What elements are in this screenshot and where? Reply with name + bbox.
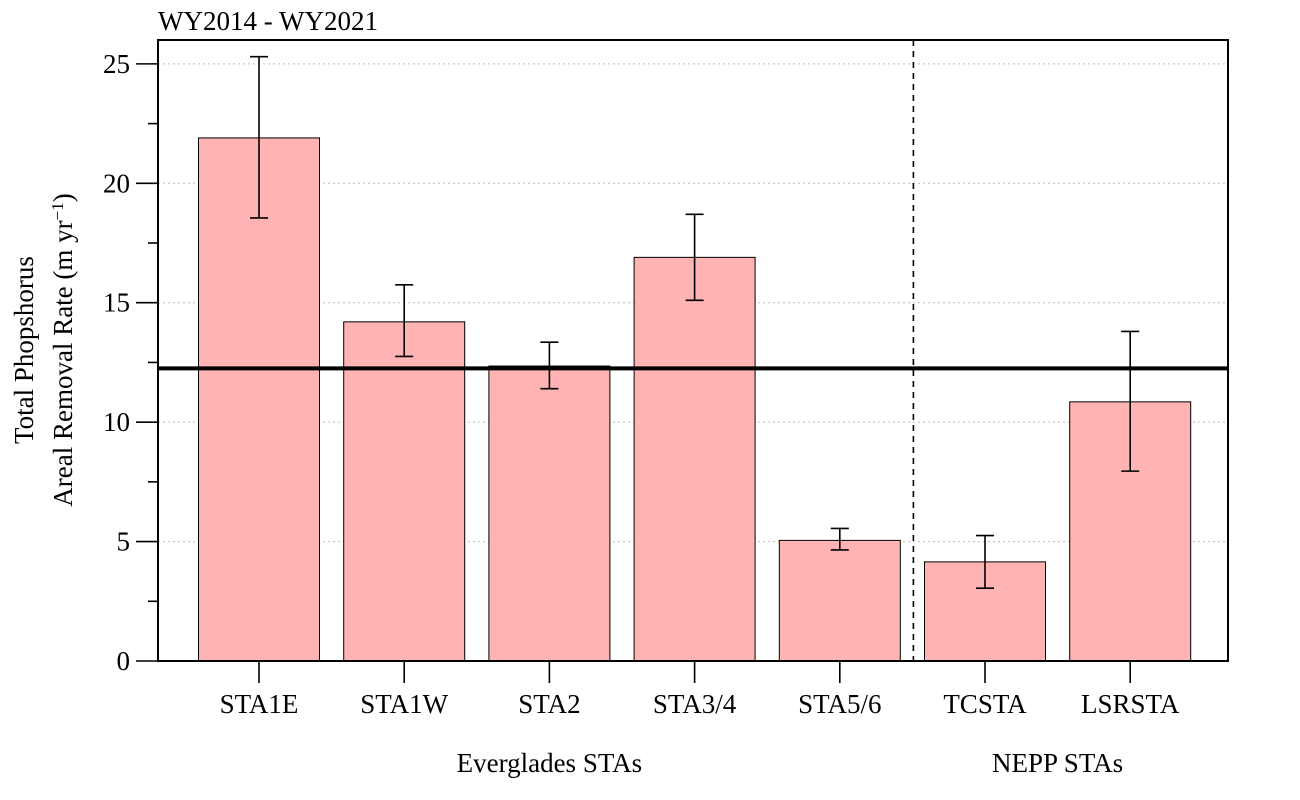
y-tick-label: 25: [103, 49, 130, 79]
error-bar-tcsta: [976, 534, 994, 589]
y-tick-label: 5: [117, 527, 131, 557]
error-bar-sta3-4: [685, 213, 704, 302]
error-bar-sta1e: [250, 55, 268, 219]
y-axis-label-line1: Total Phopshorus: [9, 256, 39, 444]
y-tick-label: 20: [103, 168, 130, 198]
y-axis-label-close: ): [48, 193, 78, 202]
y-tick-label: 10: [103, 407, 130, 437]
x-axis: STA1E STA1W STA2 STA3/4 STA5/6 TCSTA LSRSTA: [220, 661, 1180, 719]
y-axis-label-line2: Areal Removal Rate (m yr−1): [48, 193, 78, 507]
plot-frame: [157, 39, 1229, 662]
error-bar-sta2: [540, 341, 559, 390]
y-tick-label: 0: [117, 646, 131, 676]
x-tick-label-sta1w: STA1W: [360, 689, 448, 719]
bar-sta1w: [343, 321, 466, 662]
y-axis-label-main: Areal Removal Rate (m yr: [48, 220, 78, 506]
x-tick-label-lsrsta: LSRSTA: [1081, 689, 1180, 719]
error-bar-sta1w: [395, 284, 414, 358]
bar-sta1e: [198, 137, 320, 662]
bar-sta5-6: [778, 539, 901, 662]
error-bar-sta5-6: [830, 527, 849, 551]
error-bars: [250, 55, 1140, 589]
y-tick-label: 15: [103, 288, 130, 318]
y-axis-label-superscript: −1: [48, 202, 67, 220]
x-tick-label-sta5-6: STA5/6: [798, 689, 881, 719]
group-label-nepp: NEPP STAs: [992, 748, 1123, 778]
group-label-everglades: Everglades STAs: [457, 748, 643, 778]
bar-sta3-4: [633, 256, 756, 662]
x-tick-label-sta2: STA2: [518, 689, 580, 719]
x-tick-label-sta1e: STA1E: [220, 689, 299, 719]
chart-title: WY2014 - WY2021: [158, 6, 378, 36]
bar-sta2: [488, 365, 611, 662]
x-tick-label-sta3-4: STA3/4: [653, 689, 737, 719]
y-axis: 0 5 10 15 20 25: [103, 49, 158, 676]
x-tick-label-tcsta: TCSTA: [943, 689, 1027, 719]
error-bar-lsrsta: [1121, 330, 1140, 472]
